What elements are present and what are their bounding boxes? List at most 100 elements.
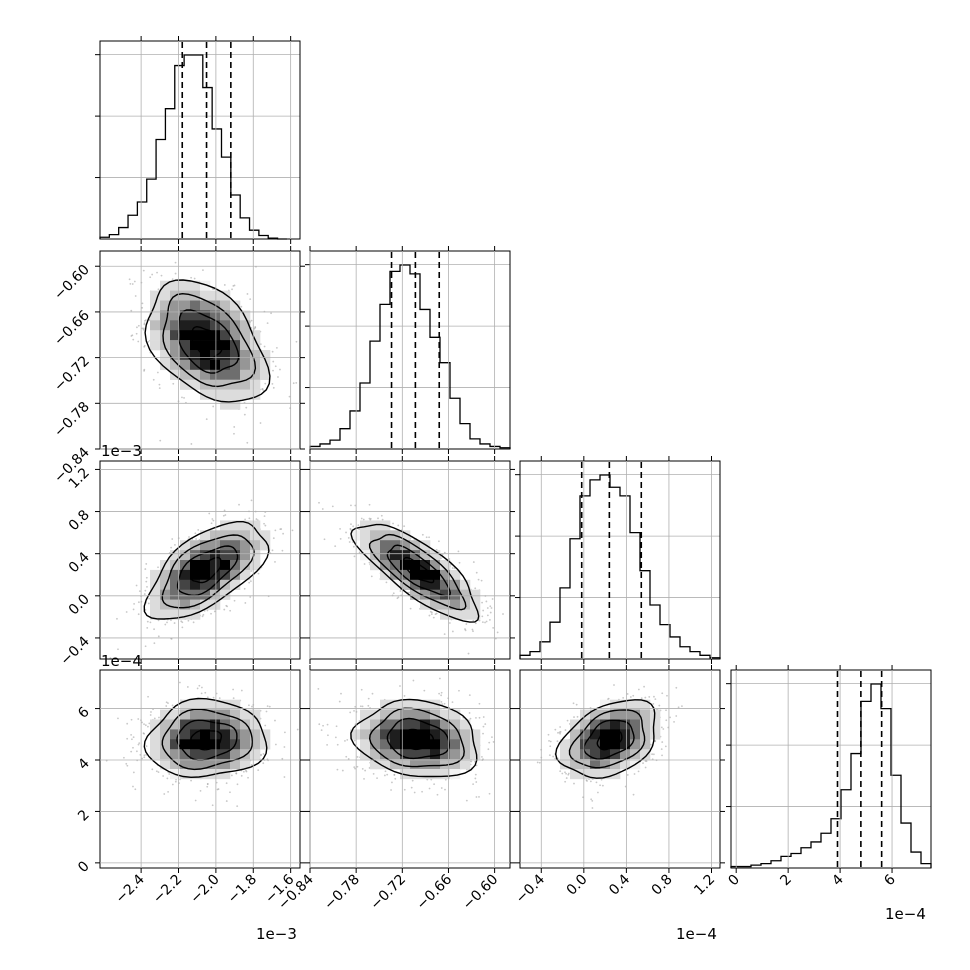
density-cell	[380, 759, 391, 770]
pair-plot-content-3-2	[536, 684, 683, 809]
density-cell	[180, 290, 191, 301]
scatter-point	[322, 724, 324, 727]
density-cell	[210, 310, 221, 321]
density-cell	[360, 540, 371, 551]
scatter-point	[597, 791, 599, 794]
density-cell	[180, 550, 191, 561]
scatter-point	[637, 770, 640, 773]
scatter-point	[472, 619, 475, 622]
scatter-point	[126, 737, 129, 740]
scatter-point	[212, 405, 215, 408]
scatter-point	[291, 529, 294, 532]
density-cell	[350, 530, 361, 541]
scatter-point	[474, 773, 477, 776]
scatter-point	[250, 499, 253, 502]
density-cell	[420, 560, 431, 571]
density-cell	[180, 540, 191, 551]
scatter-point	[372, 772, 375, 775]
scatter-point	[403, 695, 406, 697]
scatter-point	[200, 692, 203, 695]
scatter-point	[430, 613, 433, 615]
scatter-point	[538, 761, 541, 764]
density-cell	[150, 749, 161, 760]
scatter-point	[263, 522, 265, 525]
density-cell	[600, 749, 611, 760]
scatter-point	[143, 593, 146, 595]
scatter-point	[478, 716, 481, 719]
density-cell	[470, 609, 481, 620]
density-cell	[150, 719, 161, 730]
density-cell	[360, 719, 371, 730]
density-cell	[630, 729, 641, 740]
scatter-point	[381, 518, 384, 521]
density-cell	[200, 749, 211, 760]
density-cell	[200, 589, 211, 600]
scatter-point	[194, 532, 197, 535]
scatter-point	[481, 621, 484, 624]
density-cell	[170, 729, 181, 740]
scatter-point	[173, 622, 176, 624]
density-cell	[410, 759, 421, 770]
scatter-point	[474, 622, 477, 625]
histogram-0	[95, 40, 301, 240]
density-cell	[190, 749, 201, 760]
y-tick-label: 0	[75, 858, 93, 876]
density-cell	[420, 589, 431, 600]
density-cell	[170, 709, 181, 720]
density-cell	[230, 729, 241, 740]
scatter-point	[392, 522, 394, 525]
scatter-point	[354, 504, 357, 507]
scatter-point	[145, 576, 148, 579]
density-cell	[200, 320, 211, 331]
density-cell	[630, 739, 641, 750]
density-cell	[260, 739, 271, 750]
density-cell	[460, 729, 471, 740]
scatter-point	[143, 345, 146, 348]
density-cell	[220, 699, 231, 710]
density-cell	[180, 340, 191, 351]
scatter-point	[347, 537, 350, 539]
scatter-point	[190, 276, 193, 279]
scatter-point	[262, 753, 265, 755]
scatter-point	[438, 677, 441, 680]
scatter-point	[194, 799, 197, 802]
scatter-point	[271, 350, 274, 353]
scatter-point	[334, 736, 337, 739]
scatter-point	[478, 796, 480, 798]
density-cell	[590, 729, 601, 740]
density-cell	[170, 749, 181, 760]
density-cell	[230, 709, 241, 720]
scatter-point	[264, 724, 267, 727]
density-cell	[370, 540, 381, 551]
scatter-point	[224, 514, 227, 516]
scatter-point	[150, 711, 152, 713]
scatter-point	[548, 754, 551, 757]
x-tick-label: 6	[881, 871, 899, 889]
scatter-point	[554, 728, 557, 731]
scatter-point	[626, 693, 629, 695]
scatter-point	[145, 563, 148, 565]
scatter-point	[283, 746, 286, 748]
scatter-point	[204, 691, 207, 694]
scatter-point	[336, 768, 339, 771]
scatter-point	[135, 584, 138, 587]
scatter-point	[549, 740, 552, 743]
scatter-point	[138, 590, 141, 593]
scatter-point	[296, 728, 299, 731]
scatter-point	[428, 536, 430, 539]
density-cell	[650, 729, 661, 740]
density-cell	[430, 699, 441, 710]
density-cell	[420, 759, 431, 770]
scatter-point	[208, 512, 211, 515]
scatter-point	[566, 719, 569, 722]
density-cell	[430, 550, 441, 561]
scatter-point	[148, 722, 151, 725]
scatter-point	[211, 288, 214, 290]
scatter-point	[266, 322, 269, 325]
scatter-point	[137, 613, 140, 616]
density-cell	[170, 579, 181, 590]
scatter-point	[637, 688, 640, 691]
density-cell	[410, 729, 421, 740]
density-cell	[150, 320, 161, 331]
density-cell	[210, 350, 221, 361]
